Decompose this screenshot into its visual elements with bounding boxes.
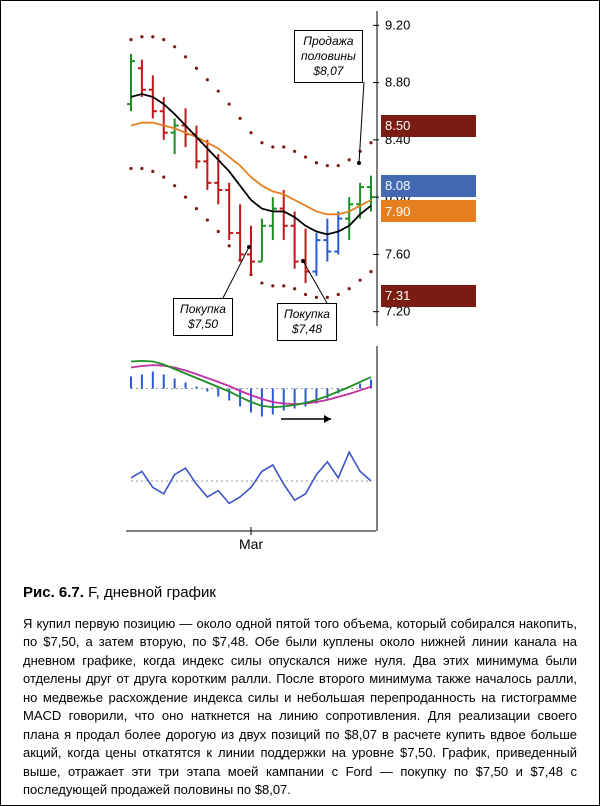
price-band: 8.50 [381, 115, 476, 137]
figure-caption: Рис. 6.7. F, дневной график Я купил перв… [1, 576, 599, 800]
caption-title-rest: F, дневной график [84, 584, 216, 601]
svg-text:9.20: 9.20 [385, 17, 410, 32]
svg-text:7.60: 7.60 [385, 246, 410, 261]
caption-title: Рис. 6.7. F, дневной график [23, 584, 577, 601]
price-band: 7.31 [381, 285, 476, 307]
callout-sell: Продажаполовины$8,07 [294, 30, 363, 83]
price-band: 8.08 [381, 175, 476, 197]
svg-text:Mar: Mar [239, 536, 263, 552]
chart-svg: 9.208.808.408.007.607.20Mar [1, 1, 600, 576]
caption-body: Я купил первую позицию — около одной пят… [23, 615, 577, 800]
callout-buy1: Покупка$7,50 [173, 298, 233, 336]
caption-title-bold: Рис. 6.7. [23, 584, 84, 601]
svg-text:8.80: 8.80 [385, 75, 410, 90]
price-band: 7.90 [381, 200, 476, 222]
callout-buy2: Покупка$7,48 [277, 303, 337, 341]
chart-figure: 9.208.808.408.007.607.20Mar 8.508.087.90… [1, 1, 599, 576]
